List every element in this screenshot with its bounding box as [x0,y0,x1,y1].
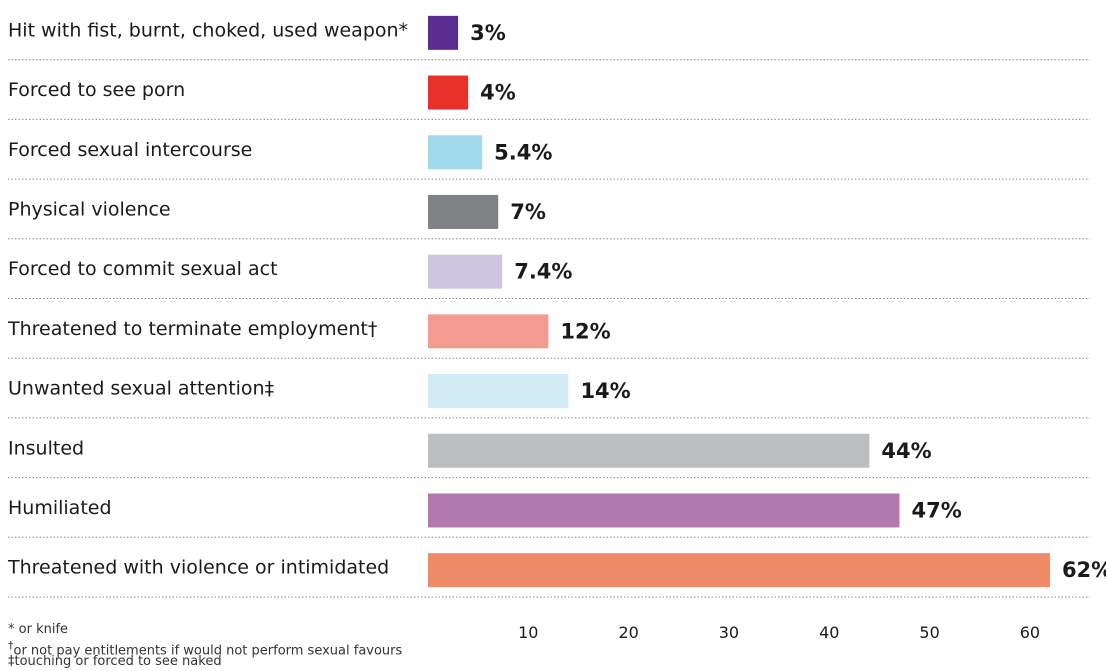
category-label: Humiliated [8,497,112,519]
bar-row: Hit with fist, burnt, choked, used weapo… [8,15,1090,61]
value-label: 14% [580,379,630,403]
category-label: Unwanted sexual attention‡ [8,378,274,400]
value-label: 12% [560,319,610,343]
bar-row: Physical violence 7% [8,194,1090,240]
footnote-text: or not pay entitlements if would not per… [13,643,403,659]
x-axis-ticks: 10 20 30 40 50 60 [518,623,1040,642]
value-label: 5.4% [494,140,552,164]
x-tick-label: 50 [919,623,939,642]
x-tick-label: 30 [719,623,739,642]
bar [428,15,459,50]
category-label: Threatened to terminate employment† [7,318,377,340]
bar-row: Humiliated 47% [8,493,1090,538]
x-tick-label: 40 [819,623,839,642]
category-label: Forced sexual intercourse [8,139,252,161]
bar [428,493,900,528]
bar [428,314,549,349]
category-label: Forced to commit sexual act [8,258,278,280]
bar [428,374,569,409]
bar-row: Insulted 44% [8,433,1090,479]
x-tick-label: 10 [518,623,538,642]
category-label: Physical violence [8,198,171,220]
footnote-dagger: †or not pay entitlements if would not pe… [8,638,402,658]
x-tick-label: 60 [1020,623,1040,642]
x-tick-label: 20 [618,623,638,642]
bar [428,75,469,110]
bar-row: Threatened with violence or intimidated 6… [7,553,1106,598]
bar [428,553,1050,588]
footnote-text: touching or forced to see naked [14,654,222,669]
bar [428,433,870,468]
bar-row: Unwanted sexual attention‡ 14% [8,374,1090,419]
category-label: Hit with fist, burnt, choked, used weapo… [8,19,408,41]
category-label: Forced to see porn [8,79,185,101]
value-label: 44% [881,439,931,463]
bar [428,254,503,289]
footnote-mark: † [8,639,14,652]
footnote-asterisk: * or knife [8,622,68,637]
value-label: 3% [470,21,506,45]
category-label: Insulted [8,437,84,459]
value-label: 7.4% [514,260,572,284]
bar [428,135,483,170]
value-label: 7% [510,200,546,224]
bar-row: Forced to commit sexual act 7.4% [8,254,1090,299]
bar [428,194,499,229]
footnote-mark: * [8,622,15,637]
bar-row: Threatened to terminate employment† 12% [7,314,1090,359]
footnote-double-dagger: ‡touching or forced to see naked [8,654,222,669]
value-label: 47% [911,498,961,522]
bar-row: Forced to see porn 4% [8,75,1090,120]
value-label: 62% [1062,558,1106,582]
footnote-mark: ‡ [8,654,15,669]
chart-rows: Hit with fist, burnt, choked, used weapo… [7,15,1106,598]
bar-row: Forced sexual intercourse 5.4% [8,135,1090,180]
footnote-text: or knife [18,622,69,637]
category-label: Threatened with violence or intimidated [7,557,389,579]
value-label: 4% [480,81,516,105]
